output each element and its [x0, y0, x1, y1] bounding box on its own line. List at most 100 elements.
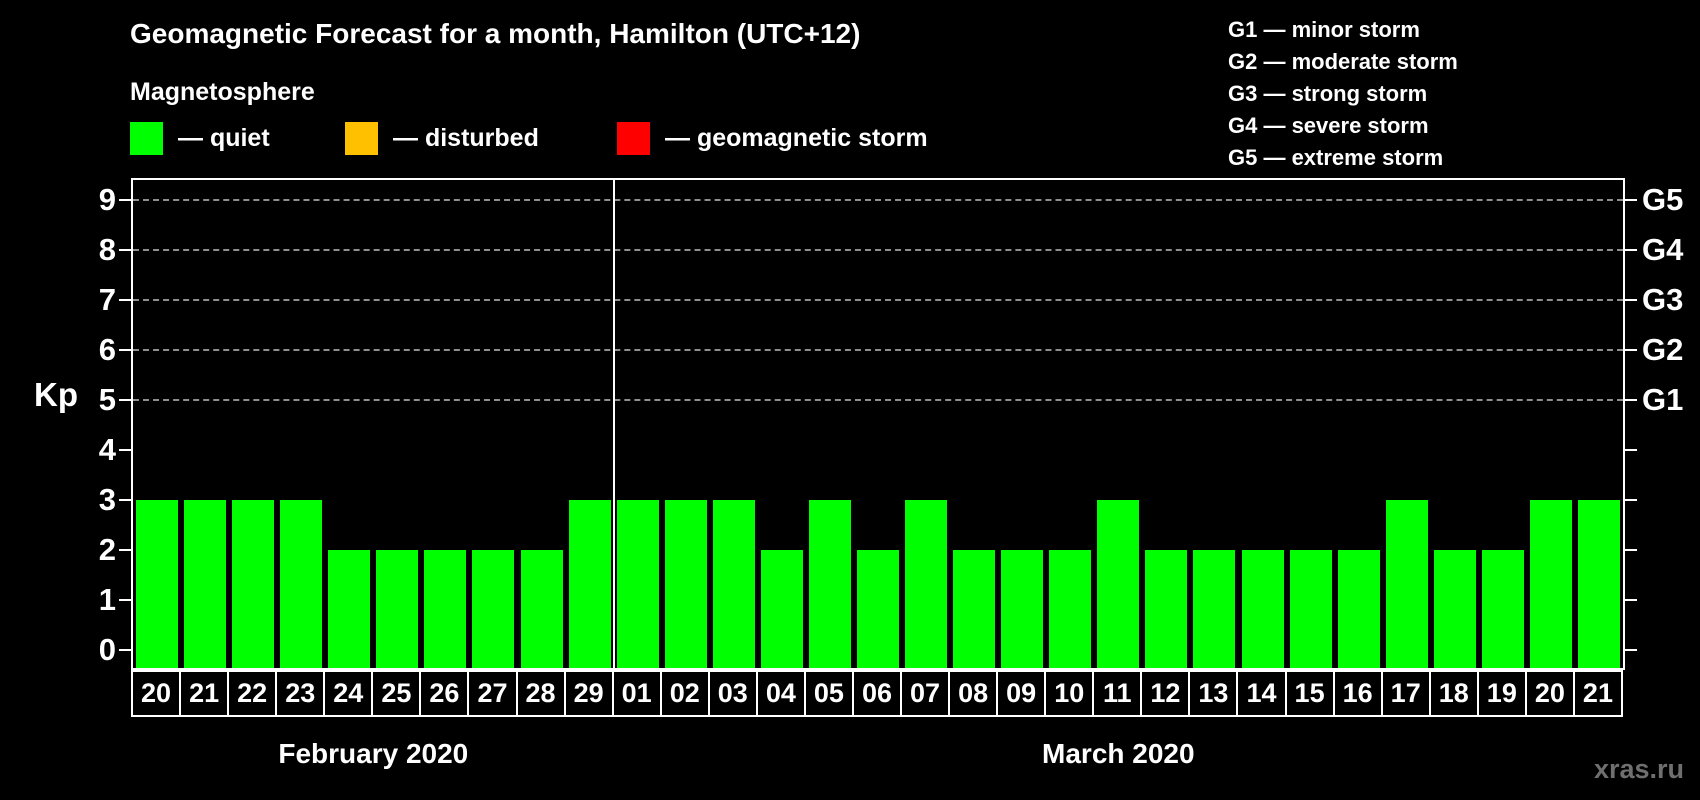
date-cell-04: 04 — [755, 670, 806, 717]
kp-bar-27 — [472, 550, 515, 668]
date-cell-27: 27 — [467, 670, 518, 717]
ytick-label-6: 6 — [98, 332, 116, 367]
date-axis-row: 20 21 22 23 24 25 26 27 28 29 01 02 03 04 05 06 07 08 09 10… — [131, 670, 1625, 717]
ytick-label-8: 8 — [98, 232, 116, 267]
right-axis-tick-0 — [1625, 649, 1637, 651]
right-axis-tick-9 — [1625, 199, 1637, 201]
date-cell-29: 29 — [563, 670, 614, 717]
ytick-label-1: 1 — [98, 582, 116, 617]
left-axis-tick-6 — [119, 349, 131, 351]
storm-scale-item-g2: G2 — moderate storm — [1228, 49, 1458, 74]
legend-item-quiet: — quiet — [130, 120, 270, 156]
kp-bar-13 — [1193, 550, 1236, 668]
date-cell-14: 14 — [1236, 670, 1287, 717]
kp-bar-17 — [1385, 500, 1428, 668]
gscale-label-g2: G2 — [1642, 332, 1684, 367]
date-cell-01: 01 — [611, 670, 662, 717]
date-cell-11: 11 — [1092, 670, 1143, 717]
storm-color-swatch — [617, 121, 650, 155]
storm-scale-item-g1: G1 — minor storm — [1228, 17, 1420, 42]
left-axis-tick-1 — [119, 599, 131, 601]
storm-scale-item-g5: G5 — extreme storm — [1228, 145, 1444, 170]
month-separator-line — [612, 180, 615, 668]
kp-bar-04 — [760, 550, 803, 668]
xras-watermark: xras.ru — [1593, 754, 1684, 784]
legend-item-storm: — geomagnetic storm — [617, 120, 928, 156]
kp-bar-11 — [1097, 500, 1140, 668]
kp-bar-25 — [376, 550, 419, 668]
kp-bar-05 — [808, 500, 851, 668]
legend-item-disturbed: — disturbed — [345, 120, 539, 156]
date-cell-16: 16 — [1332, 670, 1383, 717]
right-axis-tick-4 — [1625, 449, 1637, 451]
legend-label-storm: — geomagnetic storm — [665, 123, 928, 152]
right-axis-tick-5 — [1625, 399, 1637, 401]
ytick-label-9: 9 — [98, 182, 116, 217]
ytick-label-5: 5 — [98, 382, 116, 417]
date-cell-09: 09 — [996, 670, 1047, 717]
quiet-color-swatch — [130, 121, 163, 155]
magnetosphere-label: Magnetosphere — [130, 78, 315, 106]
storm-scale-item-g3: G3 — strong storm — [1228, 81, 1428, 106]
date-cell-07: 07 — [900, 670, 951, 717]
kp-bar-26 — [424, 550, 467, 668]
date-cell-08: 08 — [948, 670, 999, 717]
legend-label-quiet: — quiet — [178, 123, 270, 152]
right-axis-tick-2 — [1625, 549, 1637, 551]
left-axis-tick-5 — [119, 399, 131, 401]
kp-bar-07 — [905, 500, 948, 668]
kp-bar-21 — [1577, 500, 1620, 668]
kp-bar-14 — [1241, 550, 1284, 668]
date-cell-21: 21 — [179, 670, 230, 717]
date-cell-25: 25 — [371, 670, 422, 717]
right-axis-tick-6 — [1625, 349, 1637, 351]
kp-bar-01 — [616, 500, 659, 668]
chart-title: Geomagnetic Forecast for a month, Hamilt… — [130, 18, 861, 49]
right-axis-tick-1 — [1625, 599, 1637, 601]
kp-bar-09 — [1001, 550, 1044, 668]
kp-bar-24 — [328, 550, 371, 668]
date-cell-26: 26 — [419, 670, 470, 717]
gscale-label-g5: G5 — [1642, 182, 1684, 217]
left-axis-tick-9 — [119, 199, 131, 201]
kp-bar-20 — [136, 500, 179, 668]
date-cell-18: 18 — [1428, 670, 1479, 717]
right-axis-tick-8 — [1625, 249, 1637, 251]
left-axis-tick-3 — [119, 499, 131, 501]
date-cell-13: 13 — [1188, 670, 1239, 717]
kp-bar-06 — [857, 550, 899, 668]
date-cell-24: 24 — [323, 670, 374, 717]
left-axis-tick-8 — [119, 249, 131, 251]
kp-bar-23 — [280, 500, 323, 668]
kp-bar-21 — [184, 500, 227, 668]
date-cell-17: 17 — [1380, 670, 1431, 717]
kp-bar-10 — [1049, 550, 1092, 668]
kp-bar-22 — [232, 500, 275, 668]
kp-bar-03 — [712, 500, 755, 668]
ytick-label-4: 4 — [98, 432, 116, 467]
month-label-march: March 2020 — [1042, 738, 1195, 769]
right-axis-tick-7 — [1625, 299, 1637, 301]
gridline-kp8 — [133, 249, 1623, 251]
month-label-february: February 2020 — [278, 738, 469, 769]
legend-label-disturbed: — disturbed — [393, 123, 539, 152]
gscale-label-g4: G4 — [1642, 232, 1684, 267]
date-cell-22: 22 — [227, 670, 278, 717]
gridline-kp9 — [133, 199, 1623, 201]
kp-bar-20 — [1529, 500, 1572, 668]
date-cell-19: 19 — [1476, 670, 1527, 717]
gridline-kp5 — [133, 399, 1623, 401]
ytick-label-2: 2 — [98, 532, 116, 567]
kp-bar-28 — [520, 550, 563, 668]
date-cell-23: 23 — [275, 670, 326, 717]
gscale-label-g1: G1 — [1642, 382, 1684, 417]
kp-bar-29 — [568, 500, 611, 668]
date-cell-15: 15 — [1284, 670, 1335, 717]
date-cell-20: 20 — [131, 670, 182, 717]
date-cell-21: 21 — [1572, 670, 1623, 717]
left-axis-tick-0 — [119, 649, 131, 651]
kp-bar-15 — [1289, 550, 1332, 668]
left-axis-tick-4 — [119, 449, 131, 451]
kp-axis-label: Kp — [34, 376, 78, 413]
